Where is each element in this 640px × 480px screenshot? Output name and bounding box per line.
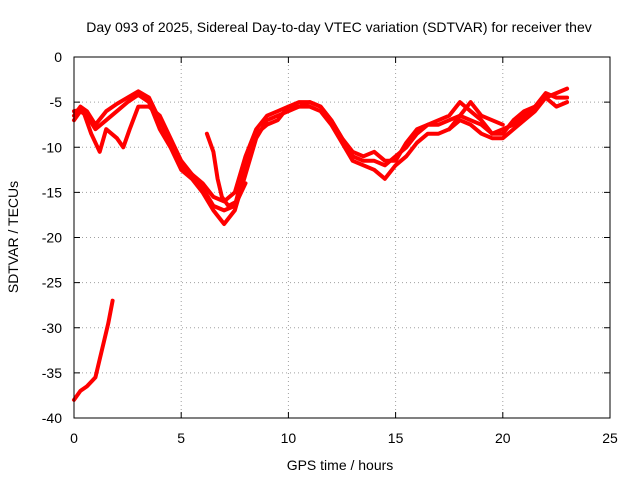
x-tick-label: 15 bbox=[388, 430, 404, 446]
y-tick-label: 0 bbox=[54, 49, 62, 65]
x-axis: 0 5 10 15 20 25 bbox=[70, 57, 618, 446]
y-tick-label: -25 bbox=[42, 275, 62, 291]
y-axis: 0 -5 -10 -15 -20 -25 -30 -35 -40 bbox=[42, 49, 610, 426]
x-tick-label: 25 bbox=[602, 430, 618, 446]
series-group bbox=[72, 86, 570, 402]
series-track-5 bbox=[447, 100, 505, 132]
y-tick-label: -5 bbox=[50, 94, 63, 110]
grid bbox=[74, 57, 610, 418]
series-track-4 bbox=[204, 131, 248, 208]
x-tick-label: 5 bbox=[177, 430, 185, 446]
series-track-3 bbox=[72, 86, 570, 213]
x-tick-label: 20 bbox=[495, 430, 511, 446]
y-axis-label: SDTVAR / TECUs bbox=[5, 181, 21, 293]
y-tick-label: -30 bbox=[42, 320, 62, 336]
y-tick-label: -40 bbox=[42, 410, 62, 426]
y-tick-label: -35 bbox=[42, 365, 62, 381]
y-tick-label: -15 bbox=[42, 184, 62, 200]
x-tick-label: 0 bbox=[70, 430, 78, 446]
series-track-6 bbox=[72, 298, 115, 402]
y-tick-label: -20 bbox=[42, 230, 62, 246]
chart-title: Day 093 of 2025, Sidereal Day-to-day VTE… bbox=[86, 19, 592, 35]
y-tick-label: -10 bbox=[42, 139, 62, 155]
x-tick-label: 10 bbox=[281, 430, 297, 446]
x-axis-label: GPS time / hours bbox=[287, 457, 394, 473]
series-track-2 bbox=[72, 92, 570, 226]
